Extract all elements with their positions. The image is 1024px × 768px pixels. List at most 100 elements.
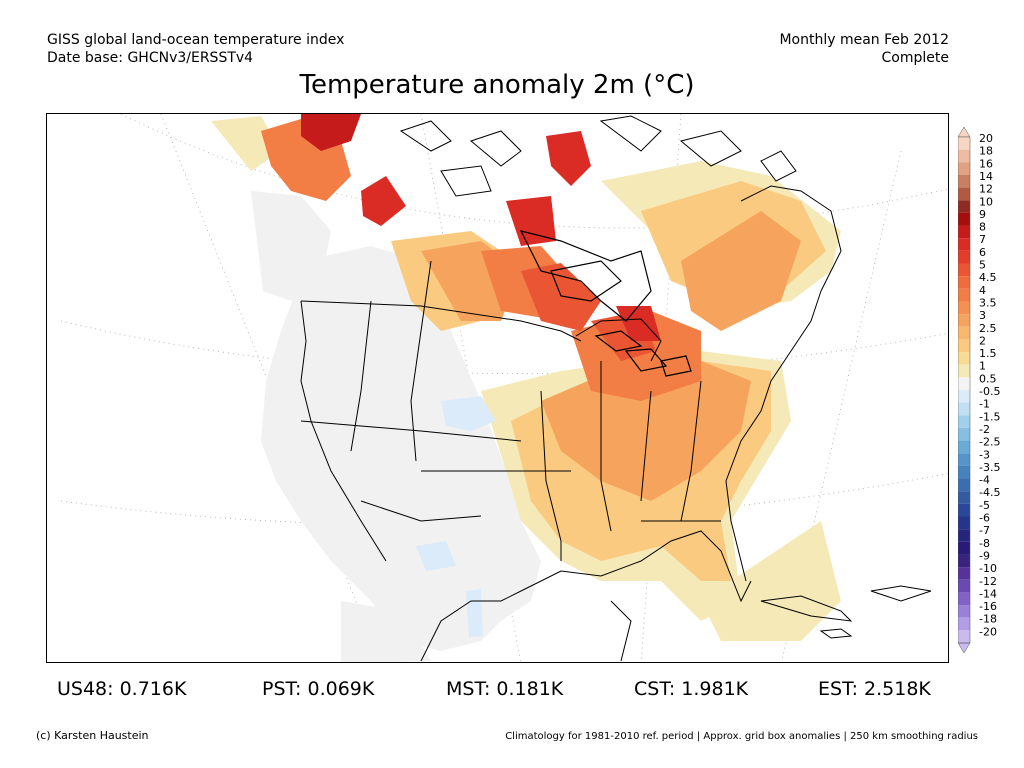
- colorbar-swatch: [958, 149, 970, 163]
- stat-us48: US48: 0.716K: [57, 678, 187, 700]
- colorbar-labels: 201816141210987654.543.532.521.510.5-0.5…: [979, 132, 1000, 638]
- colorbar-label: 14: [979, 170, 993, 183]
- colorbar-label: 3.5: [979, 296, 997, 309]
- caribbean-islands: [760, 585, 932, 639]
- colorbar-label: 20: [979, 132, 993, 145]
- colorbar-label: 18: [979, 145, 993, 158]
- colorbar-label: -3.5: [979, 461, 1000, 474]
- colorbar-swatch: [958, 440, 970, 454]
- colorbar-label: 10: [979, 195, 993, 208]
- copyright-credit: (c) Karsten Haustein: [36, 729, 149, 742]
- colorbar-label: -1.5: [979, 410, 1000, 423]
- colorbar-label: -2.5: [979, 436, 1000, 449]
- colorbar-swatch: [958, 288, 970, 302]
- colorbar-border: [958, 136, 971, 644]
- colorbar-swatch: [958, 579, 970, 593]
- colorbar-label: -14: [979, 587, 997, 600]
- colorbar-swatch: [958, 263, 970, 277]
- colorbar-swatch: [958, 276, 970, 289]
- colorbar-label: 12: [979, 183, 993, 196]
- colorbar: 201816141210987654.543.532.521.510.5-0.5…: [958, 127, 1000, 653]
- colorbar-label: 9: [979, 208, 986, 221]
- colorbar-label: -20: [979, 625, 997, 638]
- colorbar-swatch: [958, 415, 970, 428]
- colorbar-label: -1: [979, 398, 990, 411]
- colorbar-label: 0.5: [979, 372, 997, 385]
- colorbar-label: 16: [979, 157, 993, 170]
- header-right: Monthly mean Feb 2012 Complete: [779, 31, 949, 67]
- colorbar-label: -7: [979, 524, 990, 537]
- warm-anomaly-areas: [211, 114, 841, 641]
- colorbar-label: 1.5: [979, 347, 997, 360]
- colorbar-label: 3: [979, 309, 986, 322]
- colorbar-label: -5: [979, 499, 990, 512]
- colorbar-swatch: [958, 174, 970, 188]
- colorbar-swatch: [958, 567, 970, 580]
- colorbar-swatch: [958, 516, 970, 530]
- colorbar-label: 1: [979, 360, 986, 373]
- colorbar-swatch: [958, 326, 970, 340]
- stat-mst: MST: 0.181K: [446, 678, 564, 700]
- map-title: Temperature anomaly 2m (°C): [299, 70, 695, 100]
- colorbar-swatch: [958, 554, 970, 568]
- arctic-islands: [399, 115, 797, 197]
- colorbar-swatch: [958, 390, 970, 403]
- lakes-and-bay: [519, 230, 692, 377]
- colorbar-swatch: [958, 314, 970, 327]
- colorbar-swatch: [958, 352, 970, 365]
- colorbar-label: -4.5: [979, 486, 1000, 499]
- colorbar-label: -9: [979, 549, 990, 562]
- stat-cst: CST: 1.981K: [634, 678, 749, 700]
- colorbar-swatch: [958, 187, 970, 201]
- colorbar-swatch: [958, 250, 970, 264]
- stat-est: EST: 2.518K: [818, 678, 931, 700]
- colorbar-swatch: [958, 212, 970, 226]
- colorbar-label: -4: [979, 474, 990, 487]
- completeness-label: Complete: [881, 50, 949, 66]
- colorbar-label: 8: [979, 221, 986, 234]
- anomaly-map: [46, 113, 949, 663]
- neutral-anomaly-areas: [251, 191, 541, 662]
- borders: [300, 185, 842, 662]
- colorbar-swatch: [958, 402, 970, 416]
- colorbar-label: 4: [979, 284, 986, 297]
- colorbar-label: 7: [979, 233, 986, 246]
- header-left: GISS global land-ocean temperature index…: [47, 31, 344, 67]
- colorbar-label: -0.5: [979, 385, 1000, 398]
- colorbar-label: -18: [979, 613, 997, 626]
- colorbar-label: 5: [979, 259, 986, 272]
- colorbar-swatch: [958, 225, 970, 239]
- colorbar-swatch: [958, 478, 970, 492]
- dataset-title: GISS global land-ocean temperature index: [47, 32, 345, 48]
- colorbar-swatch: [958, 301, 970, 315]
- colorbar-swatch: [958, 529, 970, 542]
- colorbar-label: 2: [979, 334, 986, 347]
- colorbar-min-arrow: [958, 642, 971, 653]
- colorbar-swatch: [958, 238, 970, 251]
- colorbar-swatch: [958, 364, 970, 378]
- stat-pst: PST: 0.069K: [262, 678, 375, 700]
- methodology-note: Climatology for 1981-2010 ref. period | …: [505, 731, 978, 742]
- colorbar-label: -16: [979, 600, 997, 613]
- colorbar-swatch: [958, 605, 970, 618]
- colorbar-label: -6: [979, 512, 990, 525]
- colorbar-swatch: [958, 200, 970, 213]
- regional-anomalies: US48: 0.716K PST: 0.069K MST: 0.181K CST…: [0, 678, 1024, 704]
- colorbar-swatch: [958, 491, 970, 504]
- colorbar-swatch: [958, 503, 970, 517]
- colorbar-swatch: [958, 465, 970, 479]
- colorbar-swatch: [958, 137, 970, 150]
- colorbar-label: 2.5: [979, 322, 997, 335]
- colorbar-label: 4.5: [979, 271, 997, 284]
- colorbar-swatch: [958, 427, 970, 441]
- colorbar-swatch: [958, 162, 970, 175]
- colorbar-label: -12: [979, 575, 997, 588]
- colorbar-swatch: [958, 453, 970, 466]
- colorbar-label: 6: [979, 246, 986, 259]
- colorbar-swatch: [958, 339, 970, 353]
- colorbar-swatch: [958, 592, 970, 606]
- colorbar-label: -3: [979, 448, 990, 461]
- colorbar-label: -8: [979, 537, 990, 550]
- dataset-source: Date base: GHCNv3/ERSSTv4: [47, 50, 254, 66]
- map-canvas: [60, 114, 948, 662]
